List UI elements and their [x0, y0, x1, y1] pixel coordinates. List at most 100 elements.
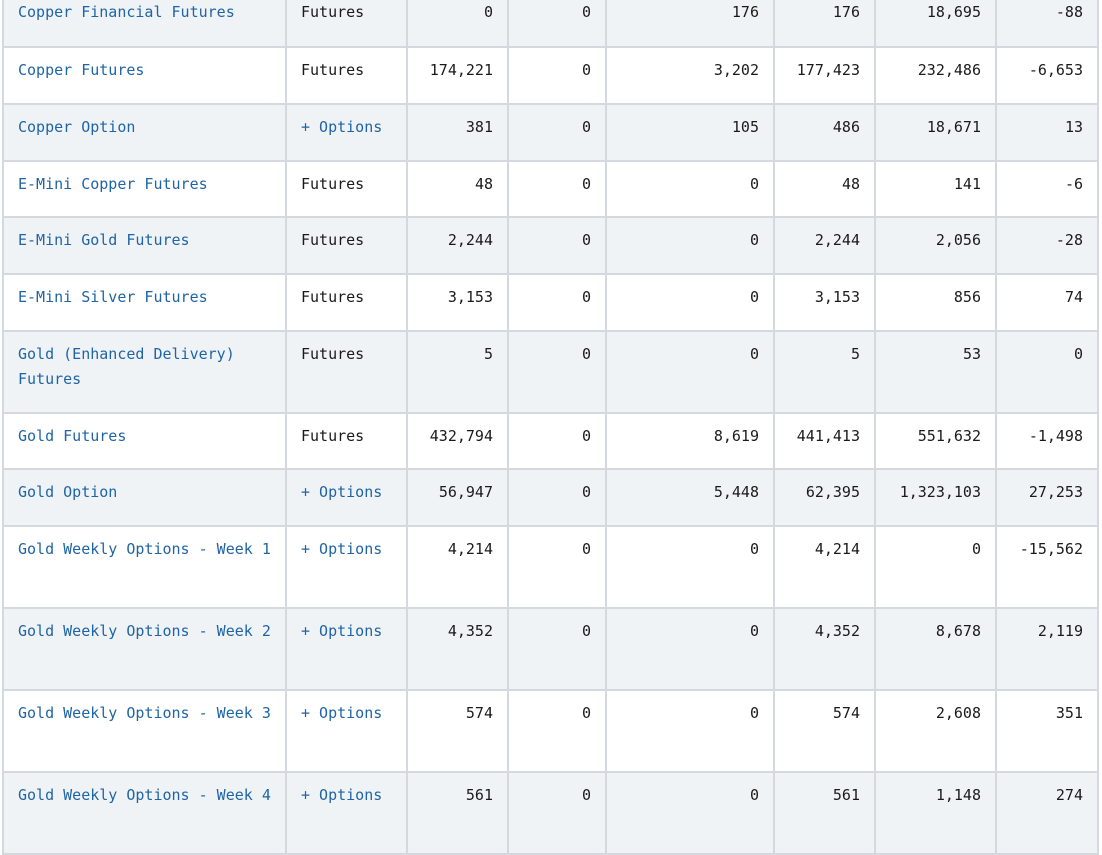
product-link[interactable]: E-Mini Silver Futures [18, 288, 208, 306]
value-cell-c2: 0 [507, 330, 607, 414]
value-cell-c2: 0 [507, 273, 607, 332]
product-name-cell: Gold Futures [2, 412, 287, 470]
value-cell-c5: 0 [874, 525, 997, 609]
table-row: E-Mini Gold Futures Futures 2,244 0 0 2,244 2,… [2, 216, 1099, 275]
value-cell-c5: 2,056 [874, 216, 997, 275]
table-row: Gold Weekly Options - Week 4 + Options 561… [2, 771, 1099, 855]
value-cell-c6: 351 [995, 689, 1099, 773]
options-expand-link[interactable]: + Options [301, 483, 383, 501]
value-cell-c3: 0 [605, 771, 775, 855]
value-cell-c4: 574 [773, 689, 876, 773]
options-expand-link[interactable]: + Options [301, 622, 383, 640]
product-link[interactable]: Gold (Enhanced Delivery) Futures [18, 345, 235, 388]
value-cell-c6: 2,119 [995, 607, 1099, 691]
value-cell-c6: -6,653 [995, 46, 1099, 105]
product-name-cell: E-Mini Copper Futures [2, 160, 287, 218]
value-cell-c4: 62,395 [773, 468, 876, 527]
product-link[interactable]: Gold Weekly Options - Week 4 [18, 786, 271, 804]
table-row: E-Mini Silver Futures Futures 3,153 0 0 3,153… [2, 273, 1099, 332]
product-link[interactable]: Copper Futures [18, 61, 145, 79]
value-cell-c3: 0 [605, 607, 775, 691]
value-cell-c4: 48 [773, 160, 876, 218]
value-cell-c3: 0 [605, 525, 775, 609]
product-type-cell[interactable]: + Options [285, 525, 408, 609]
value-cell-c1: 48 [406, 160, 509, 218]
value-cell-c1: 2,244 [406, 216, 509, 275]
value-cell-c4: 5 [773, 330, 876, 414]
value-cell-c1: 432,794 [406, 412, 509, 470]
value-cell-c3: 0 [605, 689, 775, 773]
product-type-label: Futures [301, 3, 365, 21]
product-link[interactable]: E-Mini Gold Futures [18, 231, 190, 249]
table-row: Gold Weekly Options - Week 1 + Options 4,2… [2, 525, 1099, 609]
product-type-cell[interactable]: + Options [285, 607, 408, 691]
value-cell-c6: 0 [995, 330, 1099, 414]
product-type-label: Futures [301, 288, 365, 306]
product-type-cell[interactable]: + Options [285, 468, 408, 527]
value-cell-c2: 0 [507, 160, 607, 218]
table-row: Gold Futures Futures 432,794 0 8,619 441,413 5… [2, 412, 1099, 470]
value-cell-c6: 274 [995, 771, 1099, 855]
value-cell-c4: 561 [773, 771, 876, 855]
product-type-label: Futures [301, 231, 365, 249]
value-cell-c5: 856 [874, 273, 997, 332]
product-type-cell: Futures [285, 216, 408, 275]
product-type-cell[interactable]: + Options [285, 771, 408, 855]
value-cell-c6: 27,253 [995, 468, 1099, 527]
value-cell-c6: 13 [995, 103, 1099, 162]
table-row: Copper Financial Futures Futures 0 0 176 176 1… [2, 0, 1099, 48]
value-cell-c2: 0 [507, 607, 607, 691]
options-expand-link[interactable]: + Options [301, 118, 383, 136]
value-cell-c2: 0 [507, 468, 607, 527]
product-name-cell: Gold Weekly Options - Week 2 [2, 607, 287, 691]
product-link[interactable]: Gold Option [18, 483, 118, 501]
value-cell-c2: 0 [507, 412, 607, 470]
product-link[interactable]: E-Mini Copper Futures [18, 175, 208, 193]
value-cell-c6: -15,562 [995, 525, 1099, 609]
product-name-cell: Gold Option [2, 468, 287, 527]
value-cell-c1: 3,153 [406, 273, 509, 332]
product-type-cell: Futures [285, 412, 408, 470]
table-row: Gold Weekly Options - Week 2 + Options 4,3… [2, 607, 1099, 691]
value-cell-c4: 4,352 [773, 607, 876, 691]
value-cell-c6: -28 [995, 216, 1099, 275]
value-cell-c1: 4,214 [406, 525, 509, 609]
value-cell-c5: 1,323,103 [874, 468, 997, 527]
value-cell-c5: 53 [874, 330, 997, 414]
value-cell-c5: 18,671 [874, 103, 997, 162]
value-cell-c4: 486 [773, 103, 876, 162]
product-link[interactable]: Copper Financial Futures [18, 3, 235, 21]
product-name-cell: Copper Futures [2, 46, 287, 105]
value-cell-c2: 0 [507, 216, 607, 275]
value-cell-c4: 176 [773, 0, 876, 48]
value-cell-c1: 561 [406, 771, 509, 855]
value-cell-c6: 74 [995, 273, 1099, 332]
value-cell-c5: 8,678 [874, 607, 997, 691]
value-cell-c3: 5,448 [605, 468, 775, 527]
product-name-cell: Gold Weekly Options - Week 4 [2, 771, 287, 855]
product-name-cell: E-Mini Gold Futures [2, 216, 287, 275]
options-expand-link[interactable]: + Options [301, 704, 383, 722]
product-link[interactable]: Gold Futures [18, 427, 127, 445]
value-cell-c3: 0 [605, 216, 775, 275]
product-link[interactable]: Gold Weekly Options - Week 2 [18, 622, 271, 640]
product-link[interactable]: Gold Weekly Options - Week 1 [18, 540, 271, 558]
value-cell-c1: 0 [406, 0, 509, 48]
value-cell-c6: -88 [995, 0, 1099, 48]
product-link[interactable]: Gold Weekly Options - Week 3 [18, 704, 271, 722]
value-cell-c4: 4,214 [773, 525, 876, 609]
value-cell-c6: -1,498 [995, 412, 1099, 470]
options-expand-link[interactable]: + Options [301, 540, 383, 558]
product-type-cell: Futures [285, 330, 408, 414]
product-name-cell: E-Mini Silver Futures [2, 273, 287, 332]
options-expand-link[interactable]: + Options [301, 786, 383, 804]
product-type-cell[interactable]: + Options [285, 103, 408, 162]
product-type-label: Futures [301, 175, 365, 193]
value-cell-c3: 0 [605, 330, 775, 414]
product-name-cell: Gold Weekly Options - Week 3 [2, 689, 287, 773]
product-type-cell: Futures [285, 273, 408, 332]
product-type-cell[interactable]: + Options [285, 689, 408, 773]
product-link[interactable]: Copper Option [18, 118, 136, 136]
